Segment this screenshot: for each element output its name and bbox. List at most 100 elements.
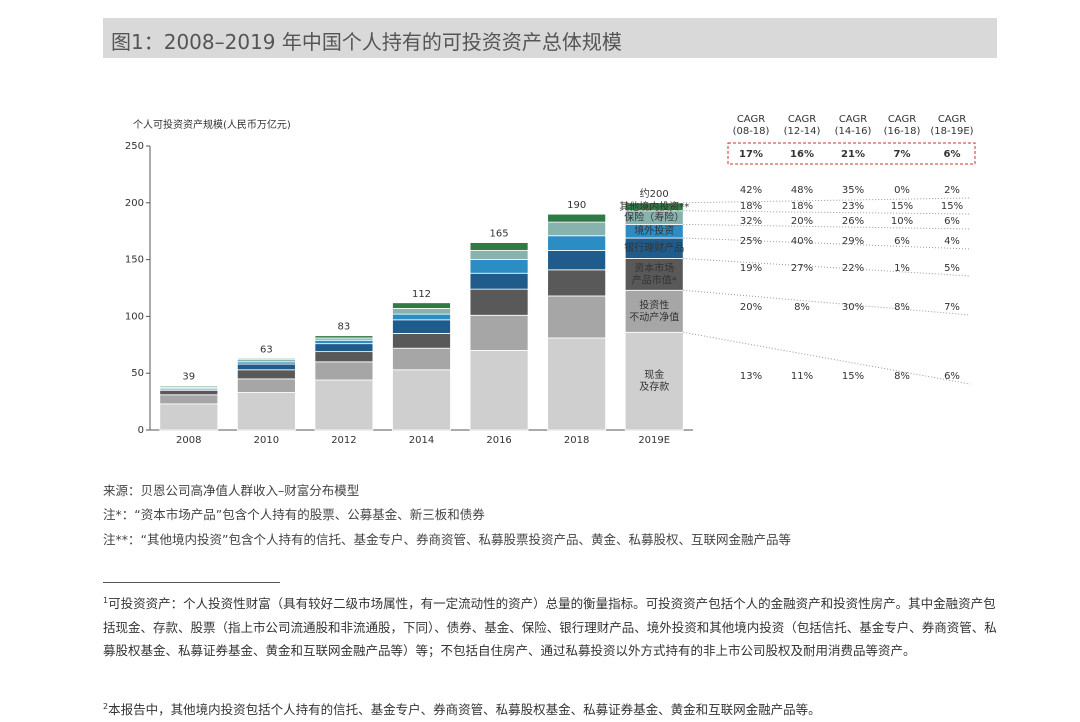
cagr-value: 2% <box>944 185 960 196</box>
x-tick-label: 2012 <box>331 435 356 446</box>
x-tick-label: 2010 <box>254 435 279 446</box>
bar-segment <box>392 308 451 315</box>
cagr-value: 8% <box>794 302 810 313</box>
footnote: 2本报告中，其他境内投资包括个人持有的信托、基金专户、券商资管、私募股权基金、私… <box>103 695 998 722</box>
footnote-text: 可投资资产：个人投资性财富（具有较好二级市场属性，有一定流动性的资产）总量的衡量… <box>103 596 997 659</box>
bar-segment <box>314 343 374 353</box>
bar-segment <box>392 347 451 371</box>
leader-line <box>683 237 971 250</box>
footnote-marker: 1 <box>103 596 109 605</box>
cagr-header: CAGR (12-14) <box>784 114 821 137</box>
title-bar: 图1：2008–2019 年中国个人持有的可投资资产总体规模 <box>103 18 997 58</box>
segment-label: 银行理财产品 <box>624 241 684 254</box>
bar-segment <box>469 242 529 251</box>
bar-segment <box>547 269 607 297</box>
y-tick-label: 250 <box>125 141 144 152</box>
cagr-value: 35% <box>842 185 864 196</box>
bar-segment <box>236 369 296 380</box>
cagr-value: 6% <box>944 216 960 227</box>
cagr-value: 6% <box>894 236 910 247</box>
cagr-value: 15% <box>941 201 963 212</box>
cagr-value: 40% <box>791 236 813 247</box>
x-tick-label: 2019E <box>638 435 670 446</box>
total-label: 165 <box>490 229 509 240</box>
bar-segment <box>314 335 374 339</box>
cagr-total: 21% <box>841 149 865 160</box>
cagr-value: 10% <box>891 216 913 227</box>
note: 注**：“其他境内投资”包含个人持有的信托、基金专户、券商资管、私募股票投资产品… <box>103 532 791 547</box>
bar-segment <box>469 259 529 274</box>
bar-segment <box>314 379 374 431</box>
segment-label: 资本市场产品市值* <box>632 261 677 286</box>
cagr-value: 23% <box>842 201 864 212</box>
leader-line <box>683 331 971 385</box>
bar-segment <box>392 302 451 309</box>
cagr-header: CAGR (08-18) <box>733 114 770 137</box>
total-label: 83 <box>338 322 351 333</box>
bar-segment <box>159 389 219 396</box>
cagr-header: CAGR (16-18) <box>884 114 921 137</box>
cagr-value: 8% <box>894 371 910 382</box>
cagr-value: 48% <box>791 185 813 196</box>
bar-segment <box>469 314 529 351</box>
cagr-value: 4% <box>944 236 960 247</box>
cagr-total: 16% <box>790 149 814 160</box>
bar-segment <box>236 378 296 393</box>
cagr-total: 6% <box>944 149 961 160</box>
cagr-value: 7% <box>944 302 960 313</box>
bar-segment <box>469 272 529 290</box>
leader-line <box>683 210 971 215</box>
y-tick-label: 0 <box>138 425 144 436</box>
cagr-value: 6% <box>944 371 960 382</box>
y-tick-label: 100 <box>125 311 144 322</box>
bar-segment <box>236 358 296 360</box>
cagr-value: 32% <box>740 216 762 227</box>
bar-segment <box>624 202 684 212</box>
bar-segment <box>547 250 607 271</box>
cagr-value: 13% <box>740 371 762 382</box>
x-tick-label: 2018 <box>564 435 589 446</box>
leader-line <box>683 257 971 277</box>
cagr-value: 26% <box>842 216 864 227</box>
bar-segment <box>469 250 529 260</box>
title: 图1：2008–2019 年中国个人持有的可投资资产总体规模 <box>111 30 622 54</box>
bar-segment <box>469 288 529 316</box>
bar-segment <box>469 350 529 431</box>
segment-label: 投资性不动产净值 <box>629 298 679 323</box>
cagr-value: 15% <box>842 371 864 382</box>
bar-segment <box>314 351 374 363</box>
segment-label: 保险（寿险） <box>624 211 684 224</box>
cagr-value: 5% <box>944 263 960 274</box>
bar-segment <box>314 339 374 345</box>
x-tick-label: 2008 <box>176 435 201 446</box>
cagr-total: 17% <box>739 149 763 160</box>
bar-segment <box>392 369 451 431</box>
y-axis-title: 个人可投资资产规模(人民币万亿元) <box>133 118 291 131</box>
footnote-rule <box>103 582 280 583</box>
bar-segment <box>547 337 607 431</box>
cagr-value: 18% <box>740 201 762 212</box>
x-tick-label: 2014 <box>409 435 434 446</box>
leader-line <box>683 197 971 204</box>
cagr-value: 42% <box>740 185 762 196</box>
bar-segment <box>159 403 219 431</box>
total-label: 63 <box>260 344 273 355</box>
y-tick-label: 50 <box>131 368 144 379</box>
cagr-value: 8% <box>894 302 910 313</box>
cagr-value: 15% <box>891 201 913 212</box>
cagr-value: 29% <box>842 236 864 247</box>
y-tick-label: 200 <box>125 198 144 209</box>
cagr-value: 11% <box>791 371 813 382</box>
cagr-value: 1% <box>894 263 910 274</box>
cagr-value: 22% <box>842 263 864 274</box>
cagr-header: CAGR (14-16) <box>835 114 872 137</box>
bar-segment <box>547 213 607 223</box>
note: 注*：“资本市场产品”包含个人持有的股票、公募基金、新三板和债券 <box>103 507 485 522</box>
cagr-header: CAGR (18-19E) <box>930 114 973 137</box>
bar-segment <box>159 385 219 388</box>
bar-segment <box>159 394 219 405</box>
total-label: 39 <box>182 372 195 383</box>
cagr-value: 19% <box>740 263 762 274</box>
bar-segment <box>624 258 684 291</box>
cagr-value: 30% <box>842 302 864 313</box>
